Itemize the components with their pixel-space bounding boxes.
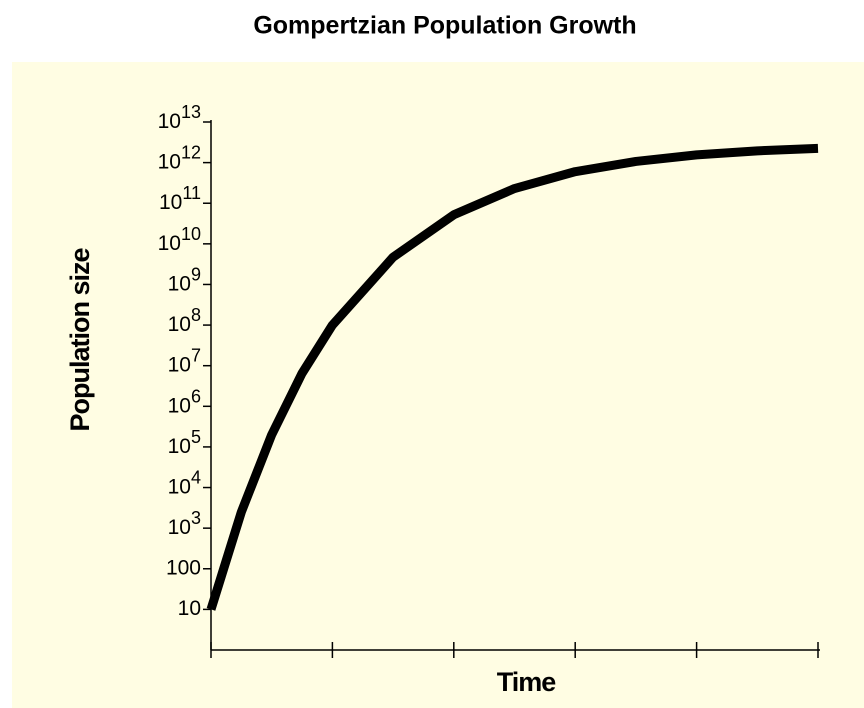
y-tick-label: 1011 bbox=[159, 183, 201, 214]
y-tick-label: 108 bbox=[168, 305, 201, 336]
y-tick-label: 1010 bbox=[158, 224, 201, 255]
y-tick-exponent: 3 bbox=[191, 508, 201, 528]
y-tick-base: 10 bbox=[168, 434, 191, 457]
y-tick-base: 10 bbox=[158, 150, 181, 173]
y-tick-label: 106 bbox=[168, 386, 201, 417]
plot-panel bbox=[12, 62, 864, 708]
y-tick-label: 103 bbox=[168, 508, 201, 539]
y-tick-label: 107 bbox=[168, 345, 201, 376]
y-tick-exponent: 13 bbox=[181, 102, 201, 122]
y-tick-exponent: 4 bbox=[191, 467, 201, 487]
y-tick-base: 10 bbox=[168, 353, 191, 376]
y-tick-base: 10 bbox=[158, 231, 181, 254]
y-tick-exponent: 7 bbox=[191, 345, 201, 365]
y-tick-base: 10 bbox=[168, 475, 191, 498]
y-tick-label: 109 bbox=[168, 264, 201, 295]
y-tick-exponent: 12 bbox=[181, 142, 201, 162]
y-tick-base: 10 bbox=[168, 516, 191, 539]
y-tick-exponent: 8 bbox=[191, 305, 201, 325]
y-tick-label: 100 bbox=[166, 556, 201, 579]
y-tick-label: 1013 bbox=[158, 102, 201, 133]
y-tick-label: 10 bbox=[178, 597, 201, 620]
y-tick-label: 104 bbox=[168, 467, 201, 498]
y-tick-base: 10 bbox=[168, 394, 191, 417]
y-tick-label: 105 bbox=[168, 427, 201, 458]
y-tick-label: 1012 bbox=[158, 142, 201, 173]
y-tick-exponent: 9 bbox=[191, 264, 201, 284]
y-tick-exponent: 6 bbox=[191, 386, 201, 406]
x-axis-label: Time bbox=[497, 667, 557, 697]
y-tick-base: 10 bbox=[168, 313, 191, 336]
y-tick-exponent: 11 bbox=[182, 183, 201, 203]
y-tick-base: 10 bbox=[158, 110, 181, 133]
y-tick-base: 10 bbox=[159, 191, 182, 214]
y-tick-exponent: 5 bbox=[191, 427, 201, 447]
chart-title: Gompertzian Population Growth bbox=[253, 12, 636, 40]
y-axis-label: Population size bbox=[65, 248, 95, 432]
y-tick-base: 10 bbox=[168, 272, 191, 295]
y-tick-exponent: 10 bbox=[181, 224, 201, 244]
data-line bbox=[206, 143, 819, 611]
